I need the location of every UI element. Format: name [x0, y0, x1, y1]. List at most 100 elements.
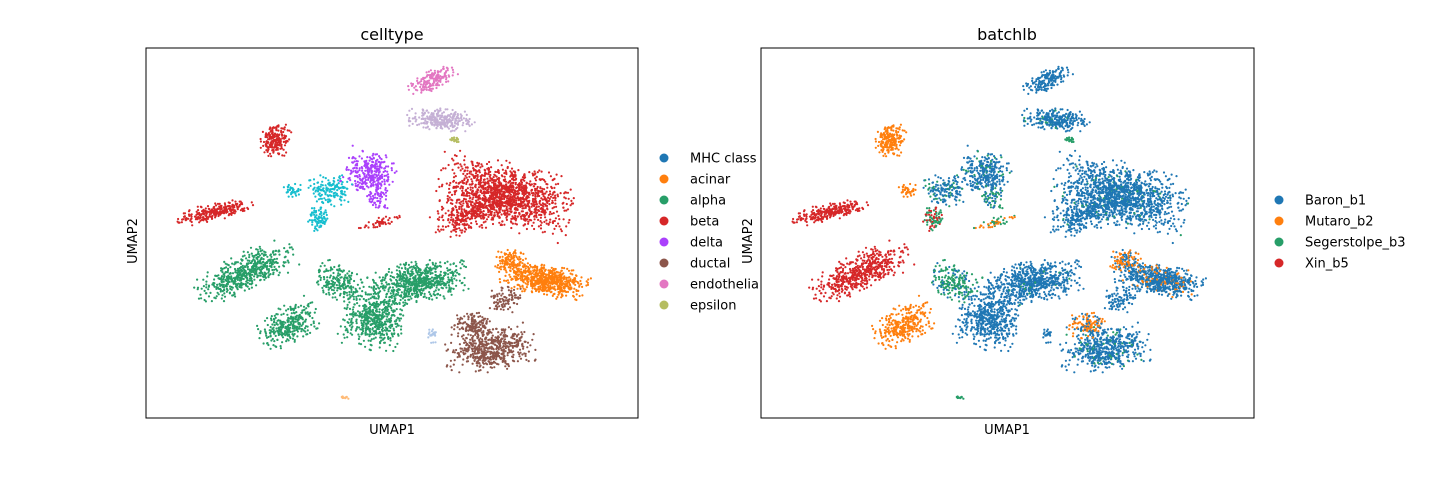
data-point [386, 310, 389, 313]
data-point [500, 337, 503, 340]
data-point [359, 343, 363, 346]
data-point [267, 271, 270, 274]
data-point [423, 283, 426, 286]
data-point [494, 182, 497, 185]
data-point [471, 312, 474, 315]
data-point [510, 254, 513, 257]
data-point [451, 168, 454, 171]
data-point [371, 332, 374, 335]
data-point [213, 278, 216, 281]
data-point [434, 289, 437, 292]
data-point [530, 205, 533, 208]
data-point [518, 188, 521, 191]
data-point [502, 328, 505, 331]
data-point [501, 292, 504, 295]
data-point [380, 282, 383, 285]
data-point [439, 273, 442, 276]
data-point [522, 266, 525, 269]
data-point [402, 314, 405, 317]
data-point [511, 298, 514, 301]
data-point [499, 198, 502, 202]
data-point [519, 287, 522, 290]
data-point [504, 334, 507, 337]
data-point [562, 206, 565, 209]
data-point [403, 280, 406, 283]
data-point [534, 193, 537, 196]
data-point [503, 223, 506, 226]
data-point [433, 281, 437, 284]
data-point [350, 313, 353, 316]
data-point [538, 290, 541, 293]
data-point [521, 321, 525, 324]
data-point [452, 274, 455, 277]
data-point [510, 355, 514, 358]
data-point [498, 292, 501, 295]
data-point [246, 281, 249, 284]
data-point [551, 283, 554, 286]
data-point [382, 284, 385, 287]
data-point [565, 202, 568, 206]
data-point [560, 269, 563, 272]
data-point [321, 286, 324, 289]
data-point [355, 314, 359, 317]
data-point [545, 198, 548, 201]
data-point [447, 276, 450, 279]
data-point [221, 275, 224, 278]
data-point [260, 252, 264, 255]
data-point [485, 320, 488, 323]
data-point [342, 296, 345, 299]
data-point [482, 333, 485, 336]
data-point [448, 187, 451, 190]
data-point [343, 307, 346, 310]
data-point [411, 292, 414, 296]
data-point [522, 218, 525, 221]
data-point [524, 267, 527, 270]
data-point [200, 287, 203, 290]
data-point [385, 318, 388, 321]
data-point [410, 261, 413, 264]
data-point [326, 276, 329, 279]
data-point [499, 190, 502, 193]
data-point [453, 324, 456, 327]
data-point [241, 269, 244, 272]
data-point [458, 355, 461, 358]
data-point [485, 340, 488, 343]
data-point [509, 266, 512, 269]
data-point [213, 282, 216, 285]
data-point [457, 166, 460, 169]
data-point [554, 199, 557, 202]
data-point [507, 302, 510, 305]
data-point [358, 304, 361, 307]
data-point [475, 347, 478, 350]
data-point [522, 207, 526, 210]
data-point [206, 271, 209, 274]
data-point [466, 350, 469, 353]
data-point [251, 254, 254, 257]
data-point [503, 172, 506, 175]
data-point [403, 271, 407, 274]
data-point [484, 220, 487, 223]
data-point [463, 163, 466, 166]
data-point [518, 255, 521, 259]
data-point [477, 359, 480, 362]
data-point [489, 210, 492, 213]
data-point [549, 277, 552, 280]
data-point [479, 208, 482, 211]
data-point [490, 218, 493, 221]
data-point [548, 270, 551, 273]
data-point [373, 297, 376, 300]
data-point [544, 216, 547, 219]
data-point [442, 228, 445, 231]
data-point [399, 272, 402, 275]
data-point [379, 314, 382, 317]
data-point [505, 172, 508, 176]
data-point [357, 294, 360, 297]
data-point [503, 295, 506, 299]
data-point [484, 183, 487, 186]
data-point [486, 363, 489, 366]
data-point [377, 328, 380, 331]
data-point [463, 339, 466, 342]
data-point [565, 294, 568, 297]
data-point [496, 188, 499, 191]
data-point [403, 276, 406, 279]
